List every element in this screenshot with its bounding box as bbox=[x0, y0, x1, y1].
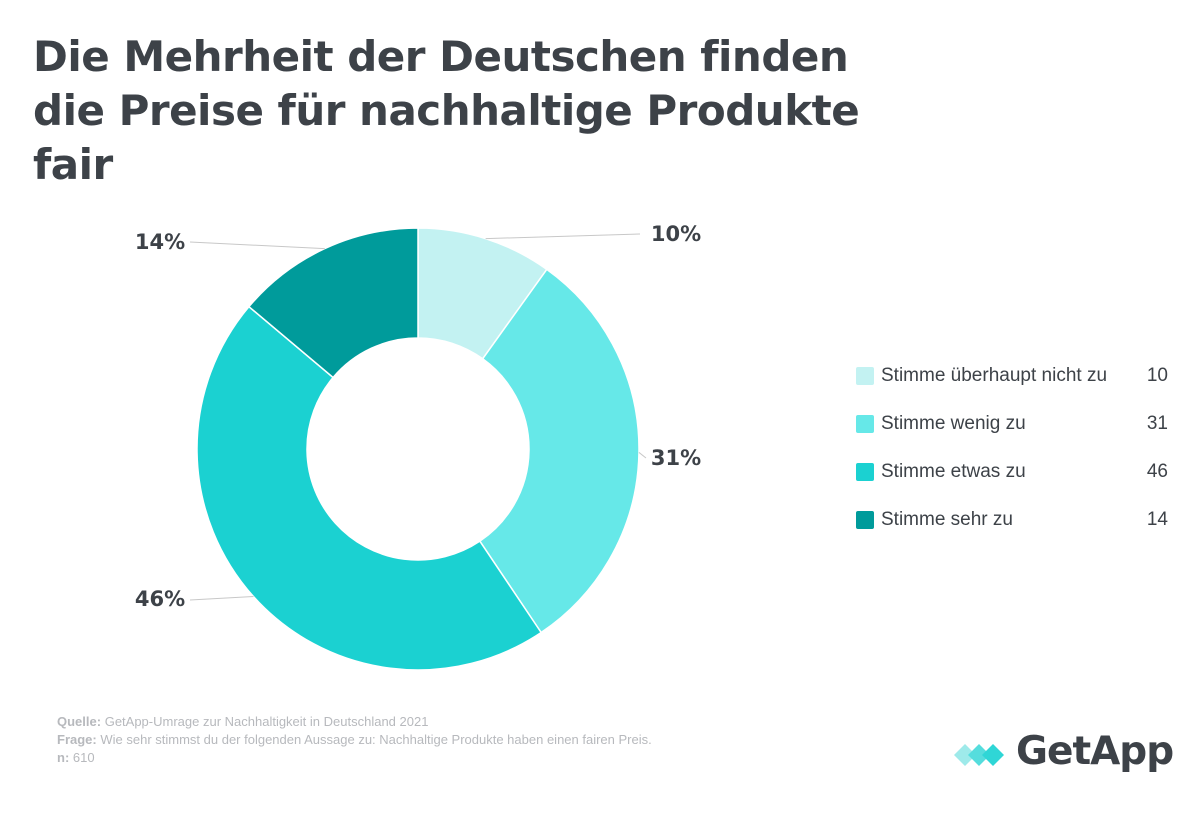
legend-label: Stimme überhaupt nicht zu bbox=[881, 365, 1108, 386]
data-label-4: 14% bbox=[135, 230, 185, 254]
page-title: Die Mehrheit der Deutschen finden die Pr… bbox=[33, 32, 860, 189]
donut-slice-4 bbox=[247, 227, 419, 379]
legend-item-3: Stimme etwas zu 46 bbox=[856, 459, 1168, 483]
leader-line-4 bbox=[189, 241, 325, 250]
n-text: 610 bbox=[72, 750, 95, 765]
source-text: GetApp-Umrage zur Nachhaltigkeit in Deut… bbox=[104, 714, 429, 729]
logo-chevrons-icon bbox=[954, 744, 1004, 766]
data-label-2: 31% bbox=[651, 446, 701, 470]
source-line: Quelle: GetApp-Umrage zur Nachhaltigkeit… bbox=[57, 713, 657, 731]
legend-value: 10 bbox=[1146, 365, 1168, 386]
donut-slice-2 bbox=[478, 268, 640, 634]
source-key: Quelle: bbox=[57, 714, 102, 729]
question-key: Frage: bbox=[57, 732, 97, 747]
leader-line-1 bbox=[485, 233, 641, 240]
legend-value: 31 bbox=[1146, 413, 1168, 434]
legend-label: Stimme sehr zu bbox=[881, 509, 1013, 530]
n-key: n: bbox=[57, 750, 70, 765]
chart-footer: Quelle: GetApp-Umrage zur Nachhaltigkeit… bbox=[57, 713, 657, 767]
legend-item-2: Stimme wenig zu 31 bbox=[856, 411, 1168, 435]
getapp-logo: GetApp bbox=[954, 729, 1174, 777]
legend-swatch bbox=[856, 463, 874, 481]
chart-data-labels: 10% 31% 46% 14% bbox=[135, 222, 701, 611]
data-label-1: 10% bbox=[651, 222, 701, 246]
legend-item-1: Stimme überhaupt nicht zu 10 bbox=[856, 363, 1168, 387]
legend-label: Stimme wenig zu bbox=[881, 413, 1026, 434]
legend-swatch bbox=[856, 367, 874, 385]
legend-swatch bbox=[856, 415, 874, 433]
chart-legend: Stimme überhaupt nicht zu 10 Stimme wenig … bbox=[856, 363, 1168, 555]
chart-leader-lines bbox=[189, 233, 647, 601]
leader-line-2 bbox=[638, 452, 647, 459]
question-line: Frage: Wie sehr stimmst du der folgenden… bbox=[57, 731, 657, 749]
sample-size-line: n: 610 bbox=[57, 749, 657, 767]
legend-item-4: Stimme sehr zu 14 bbox=[856, 507, 1168, 531]
leader-line-3 bbox=[189, 596, 254, 601]
chart-slices bbox=[196, 227, 640, 671]
question-text: Wie sehr stimmst du der folgenden Aussag… bbox=[100, 732, 652, 747]
legend-label: Stimme etwas zu bbox=[881, 461, 1026, 482]
legend-value: 14 bbox=[1146, 509, 1168, 530]
data-label-3: 46% bbox=[135, 587, 185, 611]
logo-wordmark: GetApp bbox=[1016, 729, 1174, 774]
legend-swatch bbox=[856, 511, 874, 529]
donut-slice-3 bbox=[196, 305, 543, 671]
legend-value: 46 bbox=[1146, 461, 1168, 482]
